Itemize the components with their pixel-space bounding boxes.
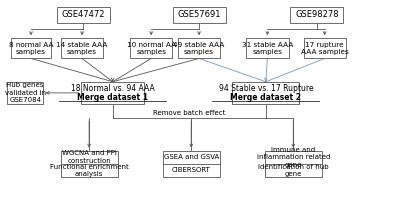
Text: Hub genes
validated in
GSE7084: Hub genes validated in GSE7084 bbox=[4, 82, 46, 103]
Bar bbox=[61, 38, 103, 58]
Text: 31 stable AAA
samples: 31 stable AAA samples bbox=[242, 42, 293, 55]
Bar bbox=[290, 7, 343, 23]
Text: 14 stable AAA
samples: 14 stable AAA samples bbox=[56, 42, 108, 55]
Bar bbox=[57, 7, 110, 23]
Text: WGCNA and PPI
construction: WGCNA and PPI construction bbox=[62, 151, 116, 164]
Bar bbox=[81, 82, 144, 104]
Bar bbox=[246, 38, 288, 58]
Text: Functional enrichment
analysis: Functional enrichment analysis bbox=[50, 164, 128, 177]
Text: Remove batch effect: Remove batch effect bbox=[153, 110, 226, 116]
Text: GSEA and GSVA: GSEA and GSVA bbox=[164, 154, 219, 160]
Bar bbox=[232, 82, 299, 104]
Bar bbox=[11, 38, 51, 58]
Text: 18 Normal vs. 94 AAA: 18 Normal vs. 94 AAA bbox=[71, 84, 154, 93]
Text: 17 rupture
AAA samples: 17 rupture AAA samples bbox=[301, 42, 348, 55]
Bar bbox=[172, 7, 226, 23]
Text: GSE57691: GSE57691 bbox=[177, 10, 221, 19]
Text: CIBERSORT: CIBERSORT bbox=[172, 167, 211, 173]
Bar bbox=[8, 82, 43, 104]
Text: GSE98278: GSE98278 bbox=[295, 10, 339, 19]
Bar bbox=[178, 38, 220, 58]
Bar bbox=[163, 151, 220, 177]
Text: 8 normal AA
samples: 8 normal AA samples bbox=[9, 42, 53, 55]
Bar bbox=[130, 38, 172, 58]
Bar bbox=[265, 151, 322, 177]
Text: Merge dataset 2: Merge dataset 2 bbox=[230, 93, 301, 102]
Bar bbox=[61, 151, 118, 177]
Bar bbox=[304, 38, 346, 58]
Text: 10 normal AA
samples: 10 normal AA samples bbox=[127, 42, 176, 55]
Text: GSE47472: GSE47472 bbox=[62, 10, 105, 19]
Text: Immune and
inflammation related
gene: Immune and inflammation related gene bbox=[257, 147, 330, 168]
Text: Identification of hub
gene: Identification of hub gene bbox=[258, 164, 329, 177]
Text: 94 Stable vs. 17 Rupture: 94 Stable vs. 17 Rupture bbox=[218, 84, 313, 93]
Text: 49 stable AAA
samples: 49 stable AAA samples bbox=[173, 42, 225, 55]
Text: Merge dataset 1: Merge dataset 1 bbox=[77, 93, 148, 102]
